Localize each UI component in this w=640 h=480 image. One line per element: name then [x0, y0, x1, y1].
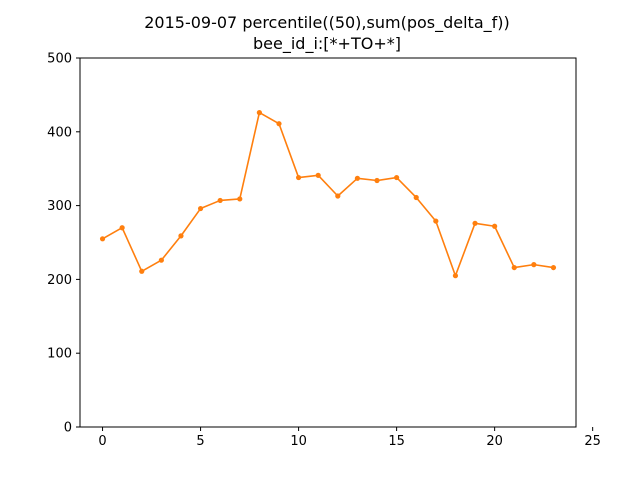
data-point-21: [511, 264, 517, 271]
x-tick-label-2: 10: [290, 434, 307, 449]
axes-frame: [79, 57, 577, 428]
x-tick-label-3: 15: [388, 434, 405, 449]
data-point-18: [452, 273, 459, 279]
chart-subtitle: bee_id_i:[*+TO+*]: [253, 34, 401, 54]
data-point-0: [99, 236, 106, 242]
y-tick-label-4: 400: [47, 125, 72, 140]
plot-area: 0 5 10 15 20 25 0 100 200 300 400 500: [47, 52, 601, 450]
data-point-2: [139, 268, 145, 274]
data-point-4: [178, 233, 184, 239]
x-tick-label-5: 25: [584, 434, 601, 449]
y-tick-label-3: 300: [47, 199, 72, 214]
y-tick-label-1: 100: [47, 347, 72, 362]
data-point-7: [237, 196, 243, 202]
x-tick-label-1: 5: [196, 434, 204, 449]
data-point-9: [276, 121, 282, 127]
series-line-0: [102, 111, 554, 277]
chart-title: 2015-09-07 percentile((50),sum(pos_delta…: [144, 13, 509, 33]
data-point-20: [492, 223, 498, 229]
data-point-12: [335, 193, 341, 199]
data-point-3: [158, 257, 164, 263]
x-tick-label-4: 20: [486, 434, 503, 449]
data-point-15: [394, 174, 400, 181]
data-point-10: [295, 174, 302, 181]
data-point-8: [256, 110, 262, 116]
data-point-5: [197, 205, 204, 212]
data-point-14: [374, 177, 380, 184]
data-point-16: [413, 194, 419, 201]
data-point-22: [531, 262, 537, 268]
data-point-13: [354, 175, 361, 181]
data-point-23: [550, 264, 557, 271]
y-tick-label-5: 500: [47, 52, 72, 67]
data-point-1: [119, 225, 125, 231]
data-point-17: [433, 218, 439, 224]
data-point-6: [217, 197, 223, 204]
data-point-11: [315, 172, 321, 178]
data-point-19: [472, 220, 478, 226]
x-tick-label-0: 0: [98, 434, 106, 449]
y-tick-label-0: 0: [64, 421, 72, 436]
y-tick-label-2: 200: [47, 273, 72, 288]
